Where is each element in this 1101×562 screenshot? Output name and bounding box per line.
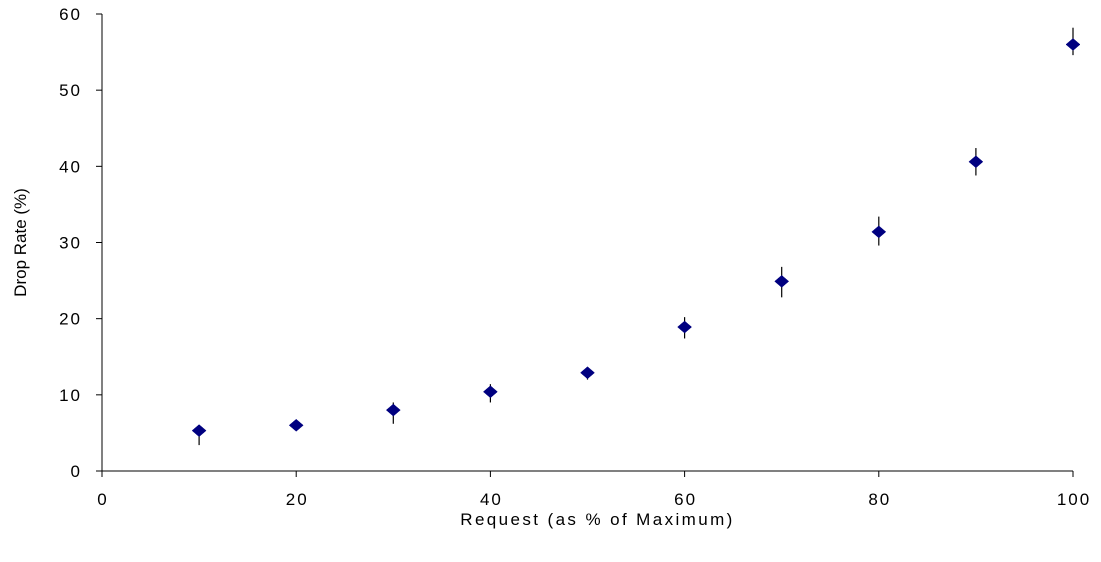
data-points <box>191 38 1081 437</box>
y-tick-label: 10 <box>59 386 82 405</box>
data-point <box>968 155 984 169</box>
x-tick-label: 80 <box>868 490 891 509</box>
y-tick-label: 60 <box>59 5 82 24</box>
data-point <box>1065 38 1081 51</box>
x-tick-label: 100 <box>1057 490 1091 509</box>
error-bars <box>198 27 1074 446</box>
axes <box>96 13 1074 477</box>
data-point <box>580 366 595 380</box>
data-point <box>191 424 207 437</box>
data-point <box>288 418 304 432</box>
y-tick-label: 20 <box>59 310 82 329</box>
y-tick-label: 0 <box>71 462 82 481</box>
tick-labels: 0 10 20 30 40 50 60 0 20 40 60 80 100 <box>59 5 1091 509</box>
y-tick-label: 30 <box>59 234 82 253</box>
x-tick-label: 60 <box>674 490 697 509</box>
data-point <box>677 320 692 334</box>
x-axis-title: Request (as % of Maximum) <box>460 510 734 529</box>
y-tick-label: 50 <box>59 81 82 100</box>
x-tick-label: 20 <box>286 490 309 509</box>
x-tick-label: 0 <box>97 490 108 509</box>
data-point <box>483 385 498 399</box>
y-axis-title: Drop Rate (%) <box>11 188 30 297</box>
data-point <box>385 403 401 417</box>
y-tick-label: 40 <box>59 157 82 176</box>
data-point <box>871 225 887 239</box>
data-point <box>774 275 790 288</box>
x-tick-label: 40 <box>480 490 503 509</box>
